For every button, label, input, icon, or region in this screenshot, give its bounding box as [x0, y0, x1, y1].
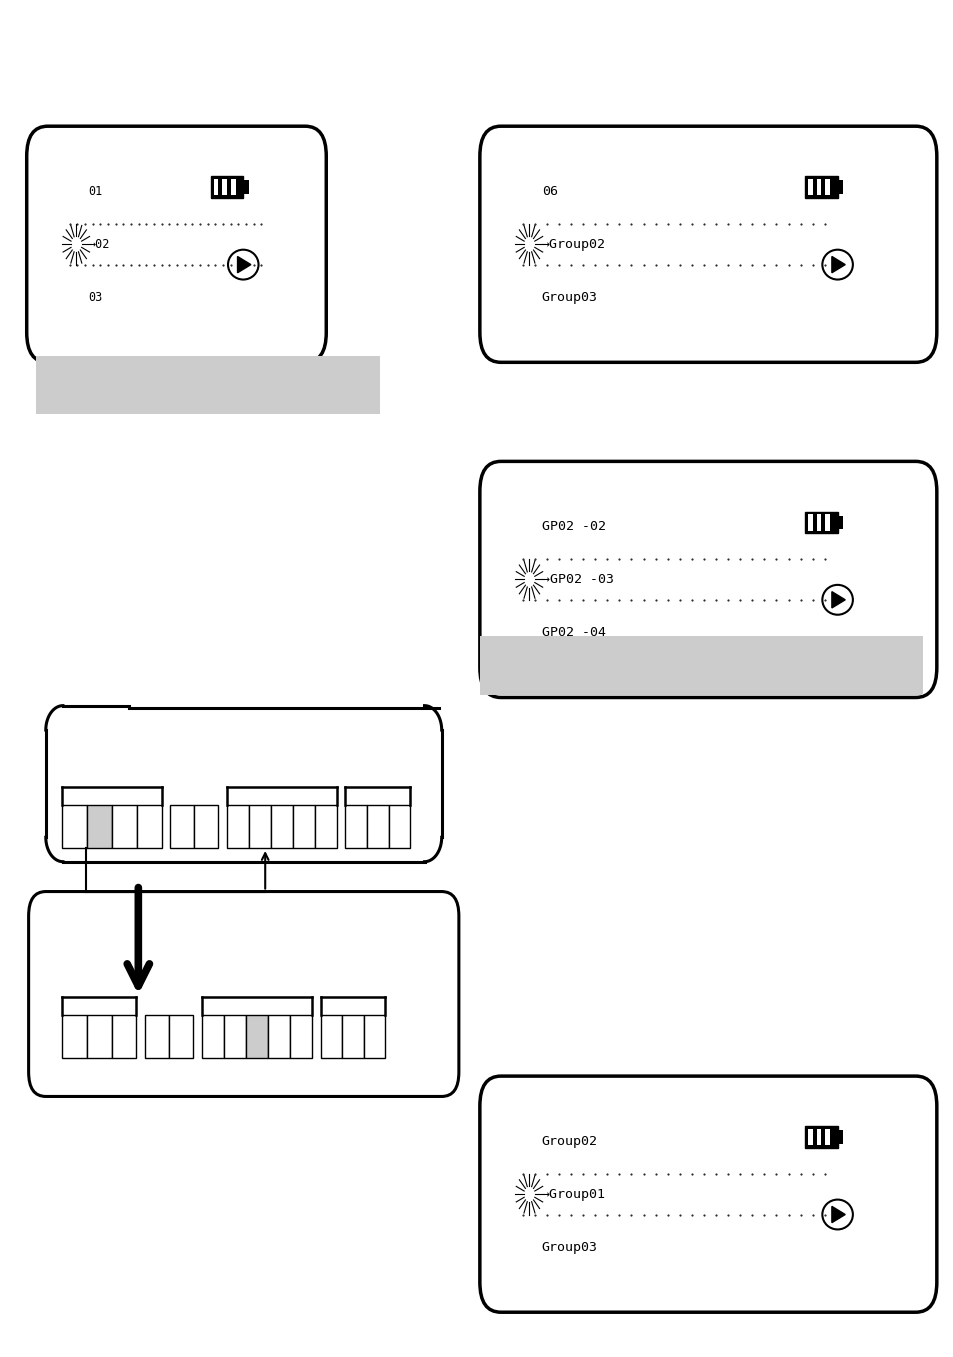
Bar: [837, 516, 842, 529]
Bar: [816, 1129, 821, 1145]
Bar: [320, 1015, 342, 1058]
Bar: [202, 1015, 224, 1058]
Bar: [816, 514, 821, 531]
Bar: [222, 179, 227, 195]
Text: Group03: Group03: [541, 290, 598, 304]
Bar: [837, 1130, 842, 1144]
Bar: [112, 1015, 136, 1058]
Text: Group02: Group02: [541, 1134, 598, 1148]
Bar: [824, 1129, 829, 1145]
Bar: [479, 636, 923, 695]
Bar: [804, 176, 837, 198]
Bar: [824, 179, 829, 195]
Bar: [807, 179, 812, 195]
Bar: [87, 1015, 112, 1058]
Bar: [804, 512, 837, 533]
Bar: [137, 805, 162, 848]
Bar: [112, 805, 137, 848]
Ellipse shape: [821, 1200, 852, 1229]
Bar: [87, 805, 112, 848]
Text: →02: →02: [89, 237, 110, 251]
Ellipse shape: [821, 250, 852, 280]
Bar: [231, 179, 235, 195]
Text: GP02 -04: GP02 -04: [541, 626, 605, 639]
Text: →Group02: →Group02: [541, 237, 605, 251]
Text: GP02 -02: GP02 -02: [541, 520, 605, 533]
Bar: [211, 176, 243, 198]
Bar: [62, 805, 87, 848]
Bar: [824, 514, 829, 531]
FancyBboxPatch shape: [479, 461, 936, 697]
Bar: [314, 805, 336, 848]
Ellipse shape: [228, 250, 258, 280]
Bar: [807, 1129, 812, 1145]
Bar: [367, 805, 388, 848]
Polygon shape: [237, 256, 251, 273]
Bar: [213, 179, 218, 195]
Bar: [169, 1015, 193, 1058]
Bar: [224, 1015, 246, 1058]
Polygon shape: [831, 1206, 844, 1223]
Bar: [62, 1015, 87, 1058]
Bar: [807, 514, 812, 531]
Bar: [293, 805, 314, 848]
Text: 06: 06: [541, 185, 558, 198]
Polygon shape: [831, 592, 844, 608]
FancyBboxPatch shape: [479, 126, 936, 362]
Bar: [363, 1015, 385, 1058]
Polygon shape: [831, 256, 844, 273]
Text: 01: 01: [89, 185, 103, 198]
Text: →GP02 -03: →GP02 -03: [541, 573, 613, 586]
Bar: [268, 1015, 290, 1058]
FancyBboxPatch shape: [27, 126, 326, 362]
Bar: [227, 805, 249, 848]
Bar: [271, 805, 293, 848]
Bar: [342, 1015, 363, 1058]
Text: 03: 03: [89, 290, 103, 304]
Bar: [290, 1015, 312, 1058]
Bar: [837, 180, 842, 194]
Bar: [388, 805, 410, 848]
Bar: [193, 805, 217, 848]
Bar: [36, 356, 379, 414]
Text: →Group01: →Group01: [541, 1187, 605, 1201]
Bar: [249, 805, 271, 848]
Bar: [345, 805, 367, 848]
Bar: [243, 180, 249, 194]
Bar: [170, 805, 193, 848]
Bar: [246, 1015, 268, 1058]
Bar: [804, 1126, 837, 1148]
FancyBboxPatch shape: [479, 1076, 936, 1312]
Bar: [145, 1015, 169, 1058]
Text: Group03: Group03: [541, 1240, 598, 1254]
FancyBboxPatch shape: [29, 892, 458, 1096]
Bar: [816, 179, 821, 195]
Ellipse shape: [821, 585, 852, 615]
